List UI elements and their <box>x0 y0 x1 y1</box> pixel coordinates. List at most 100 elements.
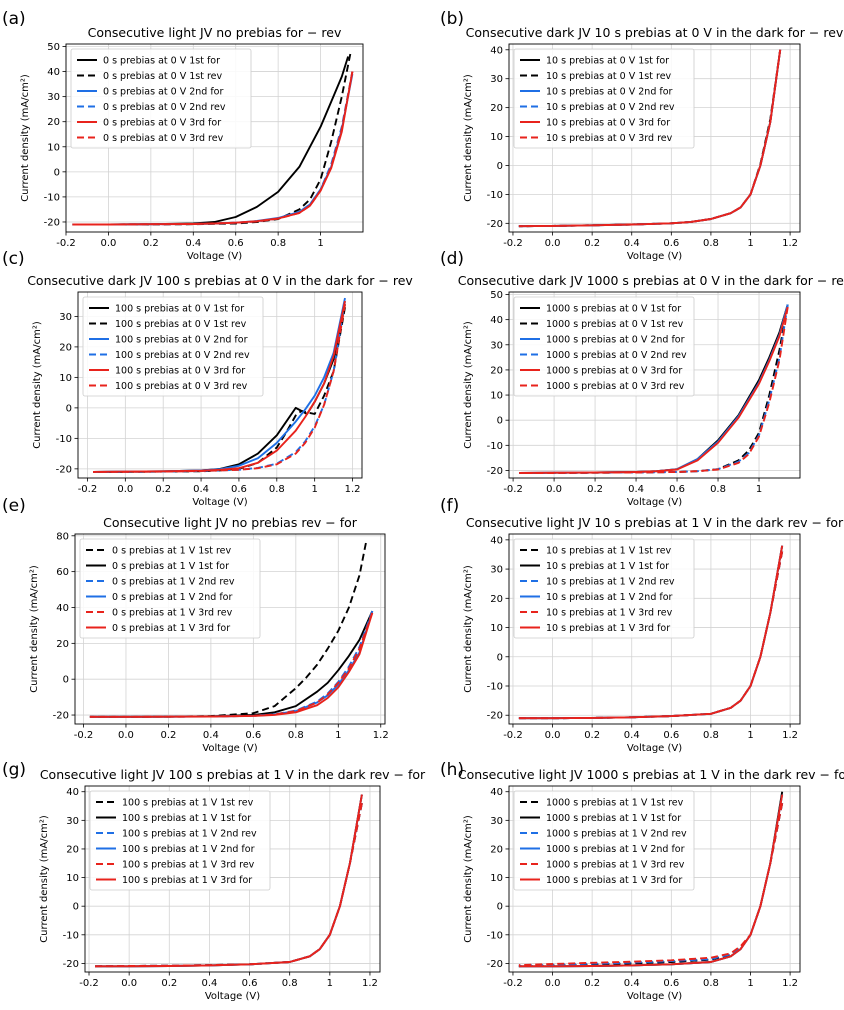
y-tick-label: 80 <box>56 531 69 542</box>
x-tick-label: 1.2 <box>362 978 378 989</box>
series-line <box>518 49 782 228</box>
y-tick-label: 30 <box>47 92 60 103</box>
legend-entry: 100 s prebias at 1 V 3rd rev <box>122 860 255 871</box>
legend-entry: 10 s prebias at 0 V 1st for <box>546 56 669 67</box>
legend-entry: 1000 s prebias at 1 V 1st for <box>546 813 681 824</box>
x-tick-label: 0.4 <box>624 978 640 989</box>
chart-title: Consecutive dark JV 10 s prebias at 0 V … <box>466 25 844 40</box>
y-tick-label: 10 <box>490 623 503 634</box>
y-tick-label: 20 <box>490 844 503 855</box>
x-tick-label: 1 <box>747 978 753 989</box>
y-tick-label: 60 <box>56 567 69 578</box>
x-tick-label: 1 <box>327 978 333 989</box>
y-tick-label: -10 <box>56 434 72 445</box>
legend-box <box>513 538 695 639</box>
x-tick-label: 1 <box>747 238 753 249</box>
x-tick-label: -0.2 <box>56 238 76 249</box>
legend-entry: 0 s prebias at 1 V 2nd rev <box>112 577 235 588</box>
x-tick-label: 0.8 <box>703 730 719 741</box>
chart-title: Consecutive light JV 100 s prebias at 1 … <box>40 767 426 782</box>
y-tick-label: 30 <box>490 565 503 576</box>
chart-panel: (d) Consecutive dark JV 1000 s prebias at… <box>440 249 844 508</box>
series-line <box>89 612 374 718</box>
legend-entry: 1000 s prebias at 1 V 3rd for <box>546 875 682 886</box>
x-tick-label: -0.2 <box>503 484 523 495</box>
y-tick-label: 40 <box>490 787 503 798</box>
chart-panel: (c)Consecutive dark JV 100 s prebias at … <box>2 249 413 508</box>
chart-panel: (e) Consecutive light JV no prebias rev −… <box>2 496 389 754</box>
legend-entry: 10 s prebias at 0 V 3rd for <box>546 118 670 129</box>
y-tick-label: 40 <box>56 603 69 614</box>
chart-panel: (g) Consecutive light JV 100 s prebias at… <box>2 760 426 1002</box>
y-tick-label: 20 <box>490 365 503 376</box>
x-tick-label: 0.2 <box>584 730 600 741</box>
y-tick-label: -20 <box>487 466 503 477</box>
panel-label: (c) <box>2 249 25 269</box>
x-axis-label: Voltage (V) <box>627 743 682 754</box>
y-tick-label: 10 <box>59 373 72 384</box>
chart-panel: (a) Consecutive light JV no prebias for −… <box>2 9 364 262</box>
x-tick-label: 0.8 <box>710 484 726 495</box>
x-tick-label: -0.2 <box>503 978 523 989</box>
legend-entry: 0 s prebias at 0 V 3rd for <box>103 118 221 129</box>
x-axis-label: Voltage (V) <box>202 743 257 754</box>
x-axis-label: Voltage (V) <box>205 991 260 1002</box>
x-tick-label: 0.6 <box>663 238 679 249</box>
panel-label: (a) <box>2 9 26 29</box>
legend-entry: 100 s prebias at 0 V 1st for <box>115 304 244 315</box>
plot-frame <box>508 291 801 479</box>
legend-entry: 10 s prebias at 1 V 2nd rev <box>546 577 675 588</box>
y-tick-label: -20 <box>53 711 69 722</box>
series-line <box>519 306 789 474</box>
x-tick-label: 0.4 <box>185 238 201 249</box>
y-tick-label: 20 <box>66 844 79 855</box>
y-tick-label: 20 <box>490 594 503 605</box>
legend-entry: 0 s prebias at 1 V 3rd rev <box>112 608 233 619</box>
legend-entry: 0 s prebias at 1 V 3rd for <box>112 623 230 634</box>
x-tick-label: 0.2 <box>161 978 177 989</box>
legend-entry: 10 s prebias at 1 V 1st rev <box>546 546 672 557</box>
x-tick-label: 0.0 <box>121 978 137 989</box>
legend-entry: 0 s prebias at 0 V 1st rev <box>103 71 222 82</box>
legend-entry: 0 s prebias at 1 V 1st rev <box>112 546 231 557</box>
y-tick-label: 40 <box>490 315 503 326</box>
series-line <box>93 307 346 473</box>
plot-frame <box>508 533 801 725</box>
legend-entry: 100 s prebias at 1 V 1st for <box>122 813 251 824</box>
legend-entry: 100 s prebias at 1 V 2nd rev <box>122 829 257 840</box>
series-line <box>518 794 784 968</box>
y-tick-label: 0 <box>497 652 503 663</box>
y-tick-label: 30 <box>490 340 503 351</box>
x-tick-label: 1 <box>317 238 323 249</box>
y-tick-label: -10 <box>487 930 503 941</box>
legend-entry: 100 s prebias at 0 V 3rd rev <box>115 381 248 392</box>
y-tick-label: 0 <box>497 161 503 172</box>
x-axis-label: Voltage (V) <box>627 497 682 508</box>
y-axis-label: Current density (mA/cm²) <box>463 321 474 449</box>
legend-box <box>89 790 271 891</box>
y-tick-label: 30 <box>66 816 79 827</box>
y-axis-label: Current density (mA/cm²) <box>20 74 31 202</box>
x-tick-label: 1 <box>311 484 317 495</box>
plot-frame <box>508 785 801 973</box>
legend-entry: 1000 s prebias at 1 V 2nd for <box>546 844 685 855</box>
chart-title: Consecutive light JV 10 s prebias at 1 V… <box>466 515 844 530</box>
x-tick-label: 0.8 <box>703 978 719 989</box>
y-tick-label: 30 <box>490 74 503 85</box>
x-tick-label: 0.2 <box>160 730 176 741</box>
plot-frame <box>77 291 363 479</box>
legend-entry: 10 s prebias at 1 V 2nd for <box>546 592 673 603</box>
plot-frame <box>508 43 801 233</box>
legend-entry: 100 s prebias at 0 V 1st rev <box>115 319 247 330</box>
y-tick-label: -10 <box>44 192 60 203</box>
x-axis-label: Voltage (V) <box>627 251 682 262</box>
x-tick-label: 0.0 <box>545 730 561 741</box>
legend-entry: 0 s prebias at 0 V 1st for <box>103 56 220 67</box>
y-tick-label: -10 <box>63 930 79 941</box>
legend-entry: 10 s prebias at 0 V 3rd rev <box>546 133 673 144</box>
legend-entry: 1000 s prebias at 1 V 2nd rev <box>546 829 687 840</box>
x-tick-label: 0.8 <box>269 484 285 495</box>
chart-panel: (h)Consecutive light JV 1000 s prebias a… <box>440 760 844 1002</box>
legend-box <box>70 48 252 149</box>
